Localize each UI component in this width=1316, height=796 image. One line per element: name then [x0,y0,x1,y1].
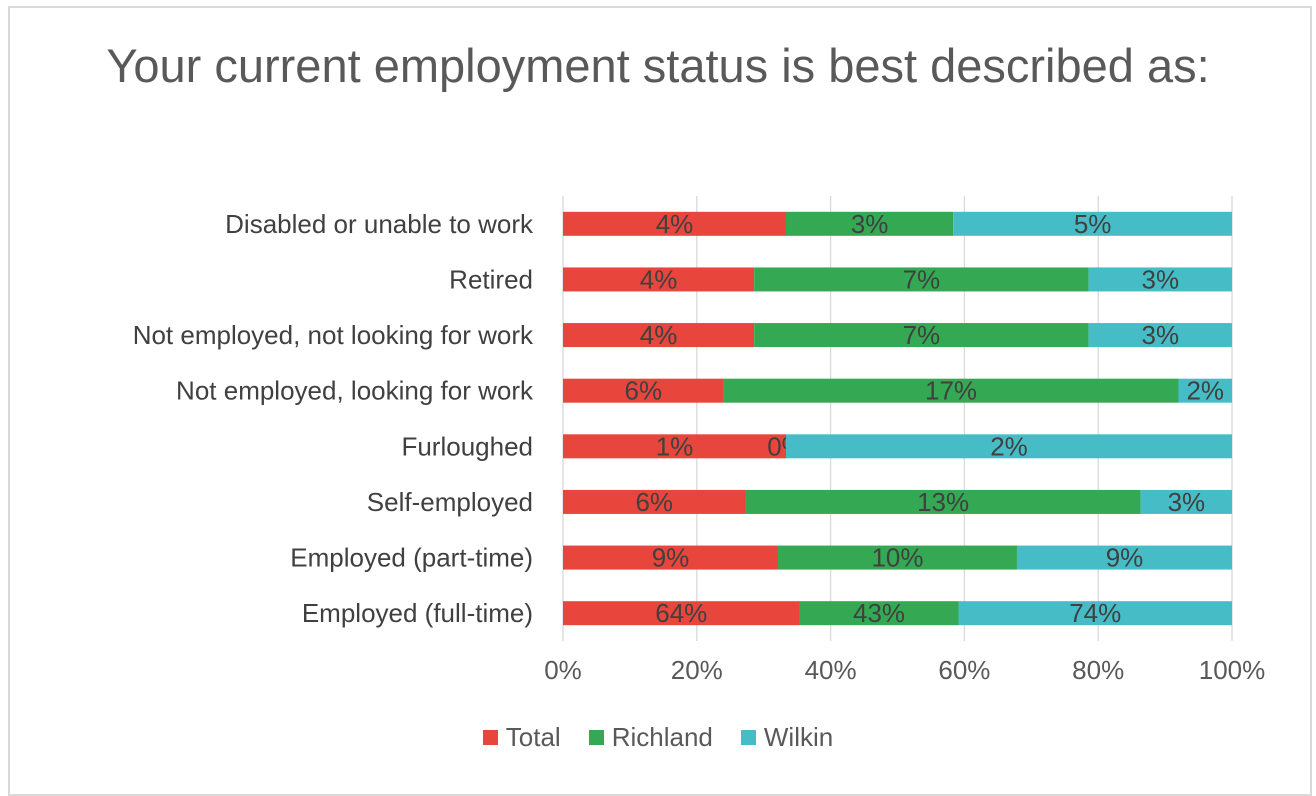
data-label: 4% [656,209,694,239]
bar-segment [563,601,800,626]
legend-swatch [588,730,604,745]
data-label: 6% [624,376,662,406]
data-label: 9% [1106,543,1144,573]
x-tick-label: 0% [544,655,582,685]
bar-segment [563,434,786,459]
data-label: 43% [853,598,905,628]
x-tick-label: 100% [1199,655,1266,685]
bar-segment [958,601,1232,626]
data-label: 7% [903,264,941,294]
category-label: Employed (full-time) [302,598,533,628]
x-tick-label: 40% [805,655,857,685]
data-label: 9% [652,543,690,573]
category-label: Not employed, not looking for work [133,320,534,350]
category-label: Self-employed [367,487,533,517]
category-label: Employed (part-time) [290,543,533,573]
category-label: Furloughed [401,431,533,461]
category-label: Not employed, looking for work [176,376,534,406]
data-label: 3% [1142,264,1180,294]
data-label: 13% [917,487,969,517]
data-label: 3% [1168,487,1206,517]
bar-segment [953,211,1232,236]
data-label: 4% [640,264,678,294]
data-label: 5% [1074,209,1112,239]
legend-label: Richland [611,722,713,752]
bar-segment [799,601,959,626]
data-label: 6% [635,487,673,517]
x-tick-label: 80% [1072,655,1124,685]
data-label: 4% [640,320,678,350]
x-tick-label: 20% [671,655,723,685]
legend-item: Richland [588,722,713,753]
bar-segment [563,211,786,236]
bar-segment [1088,267,1232,292]
bar-segment [786,434,1232,459]
bar-segment [1178,378,1232,403]
data-label: 64% [655,598,707,628]
bar-segment [723,378,1179,403]
chart-legend: Total Richland Wilkin [0,722,1316,753]
bar-segment [563,378,724,403]
data-label: 17% [925,376,977,406]
data-label: 2% [1186,376,1224,406]
data-label: 7% [903,320,941,350]
legend-label: Wilkin [763,722,834,752]
bar-segment [786,211,954,236]
chart-title: Your current employment status is best d… [106,39,1210,92]
bar-segment [563,545,779,570]
bar-segment [754,267,1089,292]
data-label: 1% [656,431,694,461]
bar-segment [563,489,746,514]
bar-segment [563,267,755,292]
bar-segment [1016,545,1232,570]
data-label: 10% [871,543,923,573]
legend-label: Total [505,722,561,752]
category-label: Retired [449,264,533,294]
data-label: 3% [851,209,889,239]
data-label: 74% [1069,598,1121,628]
x-tick-label: 60% [938,655,990,685]
bar-segment [745,489,1141,514]
bar-segment [1088,323,1232,348]
data-label: 2% [990,431,1028,461]
bar-segment [563,323,755,348]
legend-swatch [482,730,498,745]
data-label: 3% [1142,320,1180,350]
legend-item: Wilkin [740,722,834,753]
bar-segment [778,545,1017,570]
bar-segment [1140,489,1232,514]
category-label: Disabled or unable to work [225,209,534,239]
legend-item: Total [482,722,561,753]
legend-swatch [740,730,756,745]
bar-segment [754,323,1089,348]
